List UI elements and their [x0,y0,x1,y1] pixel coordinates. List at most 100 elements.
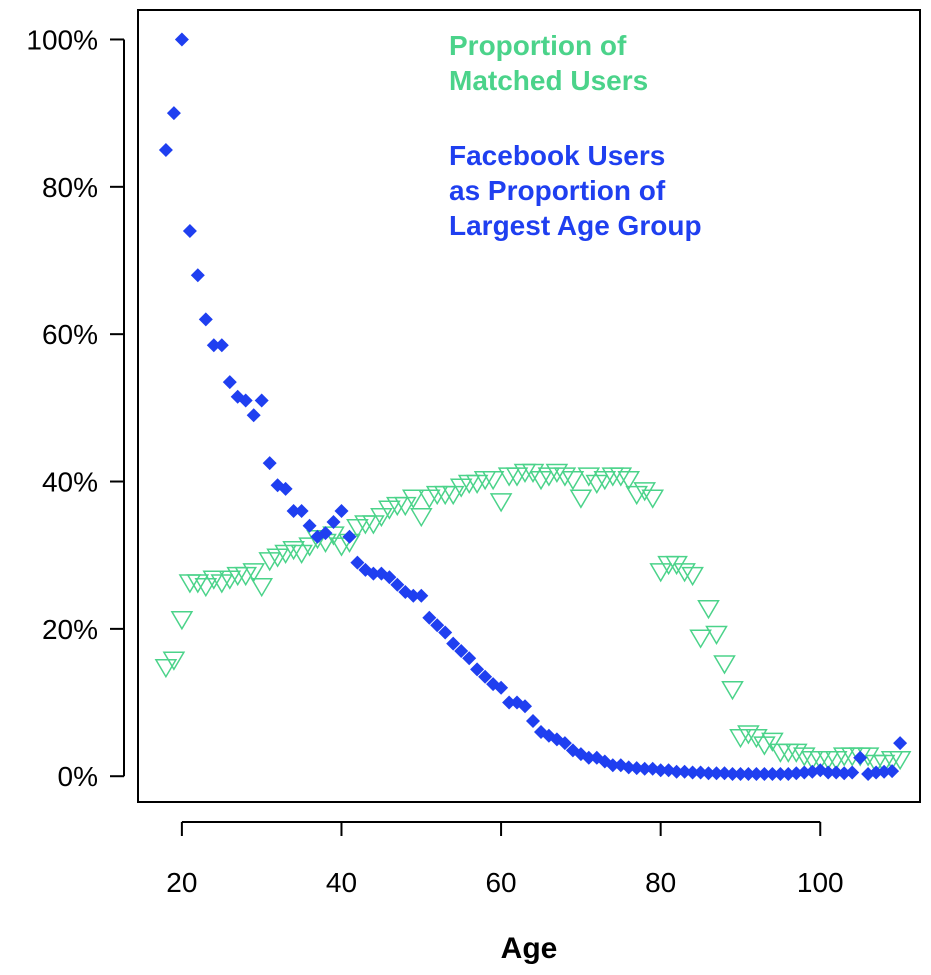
facebook-users-point [430,618,445,633]
facebook-users-point [174,32,189,47]
matched-users-point [409,507,433,528]
facebook-users-point [502,695,517,710]
facebook-users-point [757,767,772,781]
facebook-users-point [797,765,812,780]
facebook-users-point [158,143,173,157]
facebook-users-point [709,766,724,781]
facebook-users-point [893,736,908,751]
facebook-users-point [190,268,205,283]
matched-users-point [721,681,744,701]
matched-users-point [210,574,234,594]
facebook-users-point [773,767,788,781]
facebook-users-point [198,312,213,327]
facebook-users-point [454,644,469,658]
facebook-users-point [334,504,349,518]
facebook-users-point [302,518,317,533]
facebook-users-point [677,764,692,779]
x-tick-label: 100 [797,867,844,898]
legend-text: Largest Age Group [449,210,702,241]
facebook-users-point [685,765,700,780]
facebook-users-point [470,662,485,677]
facebook-users-point [781,767,796,781]
matched-users-point [481,471,505,491]
facebook-users-point [829,765,844,780]
facebook-users-point [422,610,437,625]
legend-text: Matched Users [449,65,648,96]
facebook-users-point [741,767,756,781]
matched-users-point [689,629,712,649]
facebook-users-point [845,765,860,780]
matched-users-point [250,577,274,598]
matched-users-point [242,563,266,583]
x-axis-title: Age [501,932,558,965]
matched-users-point [162,651,186,671]
facebook-users-point [653,763,668,778]
facebook-users-point [246,408,261,423]
matched-users-point [577,467,601,487]
facebook-users-point [629,761,644,776]
plot-frame [137,9,921,803]
facebook-users-point [342,529,357,544]
matched-users-point [553,467,577,487]
matched-users-point [202,570,226,590]
facebook-users-point [526,714,540,728]
matched-users-point [489,493,513,513]
facebook-users-point [182,224,197,238]
y-tick-label: 60% [42,319,98,350]
facebook-users-point [294,504,309,518]
matched-users-point [745,728,768,749]
matched-users-point [609,467,633,487]
matched-users-point [792,747,816,767]
facebook-users-point [693,765,708,780]
facebook-users-point [733,767,748,781]
matched-users-point [673,563,696,583]
facebook-users-point [262,456,277,471]
facebook-users-point [749,767,764,781]
facebook-users-point [837,766,852,781]
facebook-users-point [446,636,461,651]
legend: Proportion of Matched Users Facebook Users… [449,30,702,241]
matched-users-point [737,725,760,745]
facebook-users-point [406,588,421,603]
matched-users-point [401,489,425,509]
facebook-users-point [382,570,397,585]
matched-users-point [362,515,385,535]
matched-users-point [569,489,593,509]
facebook-users-point [821,765,836,780]
matched-users-point [761,732,784,752]
facebook-users-point [581,750,596,765]
facebook-users-point [414,588,429,603]
matched-users-point [370,507,393,528]
facebook-users-point [869,765,884,780]
y-axis: 0% 20% 40% 60% 80% 100% [26,24,125,792]
legend-text: Proportion of [449,30,627,61]
facebook-users-point [438,625,453,640]
y-tick-label: 40% [42,467,98,498]
matched-users-point [713,655,736,675]
matched-users-point [186,574,210,594]
facebook-users-point [366,566,381,581]
matched-users-point [441,485,465,506]
matched-users-point [784,743,808,763]
matched-users-point [681,566,704,587]
facebook-users-point [494,680,509,695]
legend-text: Facebook Users [449,140,665,171]
matched-users-point [521,463,545,483]
x-tick-label: 20 [166,867,197,898]
facebook-users-point [669,764,684,779]
facebook-users-point [621,760,636,775]
facebook-users-point [853,750,868,765]
series-facebook-users [158,32,908,781]
matched-users-point [705,625,728,645]
matched-users-point [649,563,673,583]
matched-users-point [393,496,417,517]
matched-users-point [154,658,178,679]
facebook-users-point [701,766,716,781]
matched-users-point [888,751,912,771]
matched-users-point [298,537,321,557]
facebook-users-point [326,515,341,529]
matched-users-point [290,544,313,564]
facebook-users-point [166,106,181,121]
facebook-users-point [254,393,269,408]
